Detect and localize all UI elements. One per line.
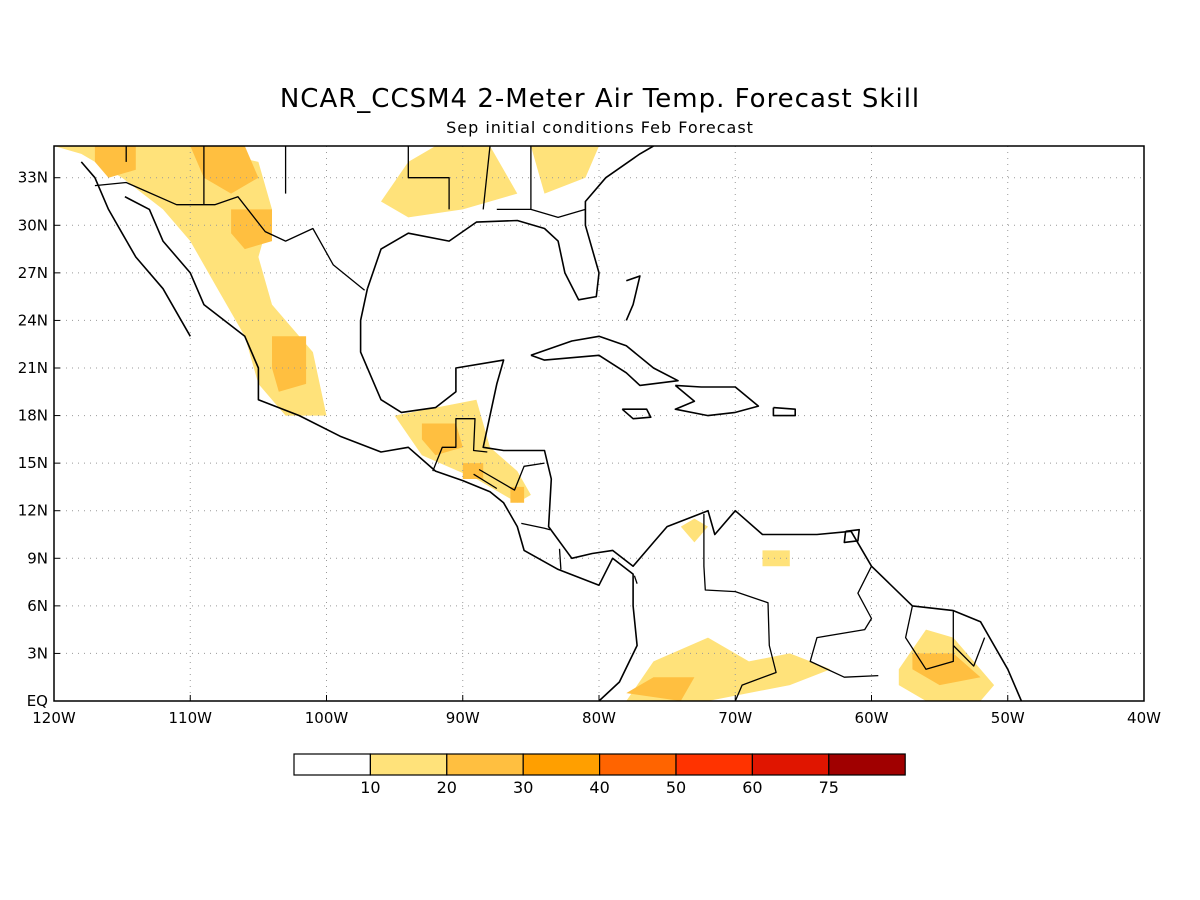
colorbar-swatch xyxy=(369,753,448,776)
lon-tick-label: 90W xyxy=(446,709,480,727)
political-border xyxy=(904,605,954,670)
coastline xyxy=(366,146,654,301)
skill-region-level-2 xyxy=(510,486,525,503)
coastline xyxy=(772,406,796,417)
lat-tick-label: 3N xyxy=(27,644,48,662)
coastlines xyxy=(80,146,1023,701)
lat-tick-label: 15N xyxy=(18,454,48,472)
colorbar-swatch xyxy=(828,753,906,776)
coastline xyxy=(359,288,1023,701)
lon-tick-label: 50W xyxy=(991,709,1025,727)
map-title: NCAR_CCSM4 2-Meter Air Temp. Forecast Sk… xyxy=(279,84,921,114)
skill-region-level-2 xyxy=(626,677,695,701)
lon-tick-label: 60W xyxy=(855,709,889,727)
lat-tick-label: 21N xyxy=(18,359,48,377)
colorbar-swatch xyxy=(446,753,524,776)
political-border xyxy=(432,418,488,472)
skill-region-level-2 xyxy=(190,146,259,194)
colorbar-label: 30 xyxy=(513,778,533,797)
political-border xyxy=(478,462,545,491)
skill-region-level-1 xyxy=(530,146,599,194)
lat-tick-label: 18N xyxy=(18,407,48,425)
lat-tick-label: 27N xyxy=(18,264,48,282)
colorbar-label: 60 xyxy=(742,778,762,797)
political-border xyxy=(407,146,450,210)
lon-tick-label: 70W xyxy=(718,709,752,727)
skill-region-level-2 xyxy=(462,463,484,479)
colorbar-label: 40 xyxy=(589,778,609,797)
gridlines xyxy=(54,146,1144,701)
skill-shading-layer xyxy=(54,146,995,701)
skill-region-level-2 xyxy=(272,336,307,392)
lat-tick-label: 9N xyxy=(27,549,48,567)
colorbar-label: 20 xyxy=(437,778,457,797)
political-border xyxy=(703,513,777,701)
political-border xyxy=(558,548,562,570)
coastline xyxy=(674,384,760,417)
political-border xyxy=(94,181,366,291)
coastline xyxy=(124,195,638,701)
map-subtitle: Sep initial conditions Feb Forecast xyxy=(446,118,754,137)
lat-tick-label: 12N xyxy=(18,502,48,520)
skill-region-level-1 xyxy=(762,550,790,567)
colorbar-swatch xyxy=(293,753,372,776)
colorbar-label: 10 xyxy=(360,778,380,797)
lon-tick-label: 80W xyxy=(582,709,616,727)
political-border xyxy=(809,565,879,678)
coastline xyxy=(625,275,641,321)
coastline xyxy=(80,161,191,337)
lon-tick-label: 100W xyxy=(305,709,349,727)
coastline xyxy=(530,335,679,387)
political-border xyxy=(473,473,498,490)
lat-tick-label: 24N xyxy=(18,311,48,329)
lon-tick-label: 120W xyxy=(32,709,76,727)
skill-region-level-2 xyxy=(912,653,981,686)
lon-tick-label: 110W xyxy=(169,709,213,727)
colorbar-swatch xyxy=(751,753,830,776)
political-border xyxy=(482,146,491,210)
lat-tick-label: 30N xyxy=(18,216,48,234)
colorbar-label: 50 xyxy=(666,778,686,797)
skill-region-level-2 xyxy=(231,209,272,250)
colorbar-swatch xyxy=(675,753,754,776)
lat-tick-label: EQ xyxy=(27,692,48,710)
coastline xyxy=(621,408,652,420)
political-border xyxy=(952,637,986,667)
political-border xyxy=(633,575,638,584)
lat-tick-label: 33N xyxy=(18,169,48,187)
lon-tick-label: 40W xyxy=(1127,709,1161,727)
lat-tick-label: 6N xyxy=(27,597,48,615)
colorbar-swatch xyxy=(598,753,677,776)
colorbar: 10 20 30 40 50 60 75 xyxy=(293,753,906,797)
colorbar-swatch xyxy=(522,753,601,776)
political-border xyxy=(521,522,551,531)
coastline xyxy=(843,528,860,544)
political-borders xyxy=(94,146,986,701)
axis-labels: 120W 110W 100W 90W 80W 70W 60W 50W 40W EQ 3N 6N 9N 12… xyxy=(18,169,1161,727)
political-border xyxy=(530,208,586,219)
skill-region-level-1 xyxy=(680,518,708,543)
colorbar-label: 75 xyxy=(819,778,839,797)
